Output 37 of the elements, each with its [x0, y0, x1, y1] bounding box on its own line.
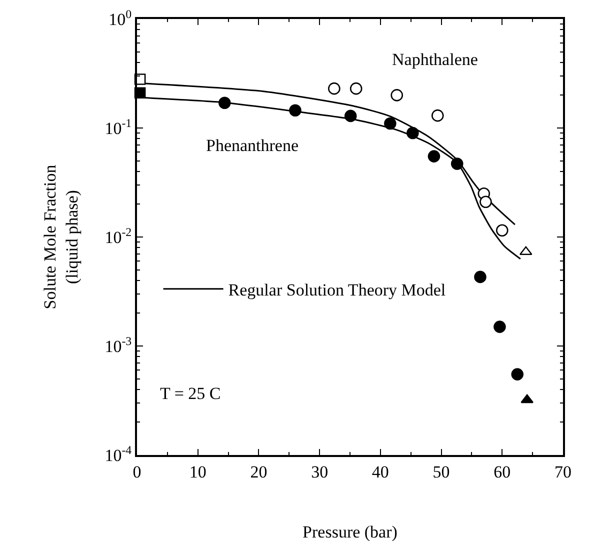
legend-label: Regular Solution Theory Model [228, 280, 446, 300]
point [328, 82, 340, 95]
point [431, 109, 444, 122]
x-axis-title: Pressure (bar) [302, 522, 398, 542]
x-tick-label: 0 [132, 462, 142, 482]
point [406, 126, 419, 140]
point [344, 110, 357, 122]
point [384, 117, 396, 130]
y-tick-label: 10$^{-3}$ [104, 334, 132, 356]
point [428, 150, 440, 162]
point [494, 320, 506, 333]
annotation: Phenanthrene [206, 136, 299, 155]
point [450, 158, 464, 170]
point [350, 82, 362, 95]
point [520, 394, 534, 404]
y-tick-label: 10$^{-2}$ [104, 224, 132, 247]
point [390, 89, 404, 102]
point [218, 96, 231, 110]
point [289, 104, 302, 117]
x-tick-label: 40 [372, 462, 389, 482]
annotation: Naphthalene [392, 50, 478, 69]
x-tick-label: 20 [250, 462, 268, 482]
y-tick-label: 10$^{-4}$ [104, 442, 132, 465]
x-tick-label: 10 [189, 462, 206, 482]
y-tick-label: 10$^{0}$ [108, 6, 132, 29]
x-tick-label: 60 [494, 462, 511, 482]
point [480, 196, 492, 208]
y-tick-label: 10$^{-1}$ [104, 116, 132, 138]
point [519, 246, 532, 256]
x-tick-label: 70 [554, 462, 572, 482]
annotation: T = 25 C [160, 384, 221, 403]
point [474, 270, 486, 284]
x-tick-label: 30 [311, 462, 328, 482]
point [496, 224, 508, 237]
y-axis-title: Solute Mole Fraction (liquid phase) [40, 164, 82, 310]
x-tick-label: 50 [432, 462, 450, 482]
point [511, 368, 524, 380]
